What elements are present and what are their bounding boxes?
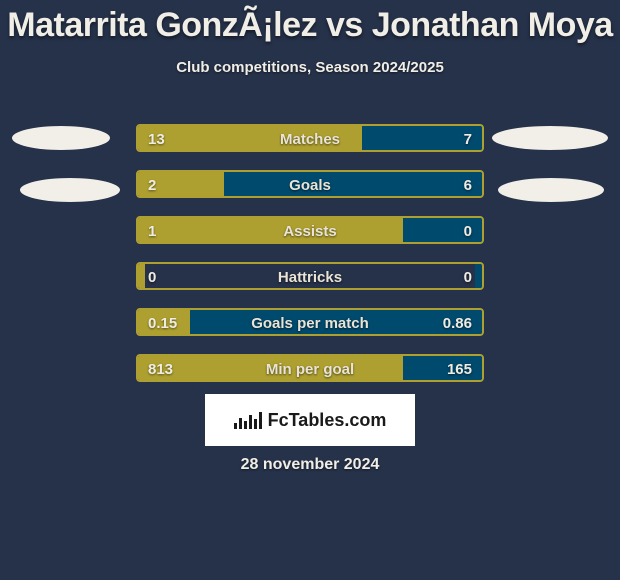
branding-text: FcTables.com [268,410,387,431]
stat-row: 0.150.86Goals per match [136,308,484,336]
stat-row: 10Assists [136,216,484,244]
stat-row: 00Hattricks [136,262,484,290]
chart-icon [234,411,262,429]
player2-ellipse-1 [492,126,608,150]
comparison-infographic: Matarrita GonzÃ¡lez vs Jonathan Moya Clu… [0,0,620,580]
stat-label: Assists [138,218,482,244]
stat-label: Min per goal [138,356,482,382]
stat-label: Matches [138,126,482,152]
stat-row: 813165Min per goal [136,354,484,382]
player1-ellipse-1 [12,126,110,150]
subtitle: Club competitions, Season 2024/2025 [0,59,620,76]
branding-box: FcTables.com [205,394,415,446]
stat-label: Goals per match [138,310,482,336]
stat-row: 26Goals [136,170,484,198]
stat-label: Goals [138,172,482,198]
player2-ellipse-2 [498,178,604,202]
stat-label: Hattricks [138,264,482,290]
date-label: 28 november 2024 [0,456,620,474]
player1-ellipse-2 [20,178,120,202]
title: Matarrita GonzÃ¡lez vs Jonathan Moya [0,0,620,45]
stats-container: 137Matches 26Goals 10Assists 00Hattricks 0.1… [136,124,484,400]
stat-row: 137Matches [136,124,484,152]
